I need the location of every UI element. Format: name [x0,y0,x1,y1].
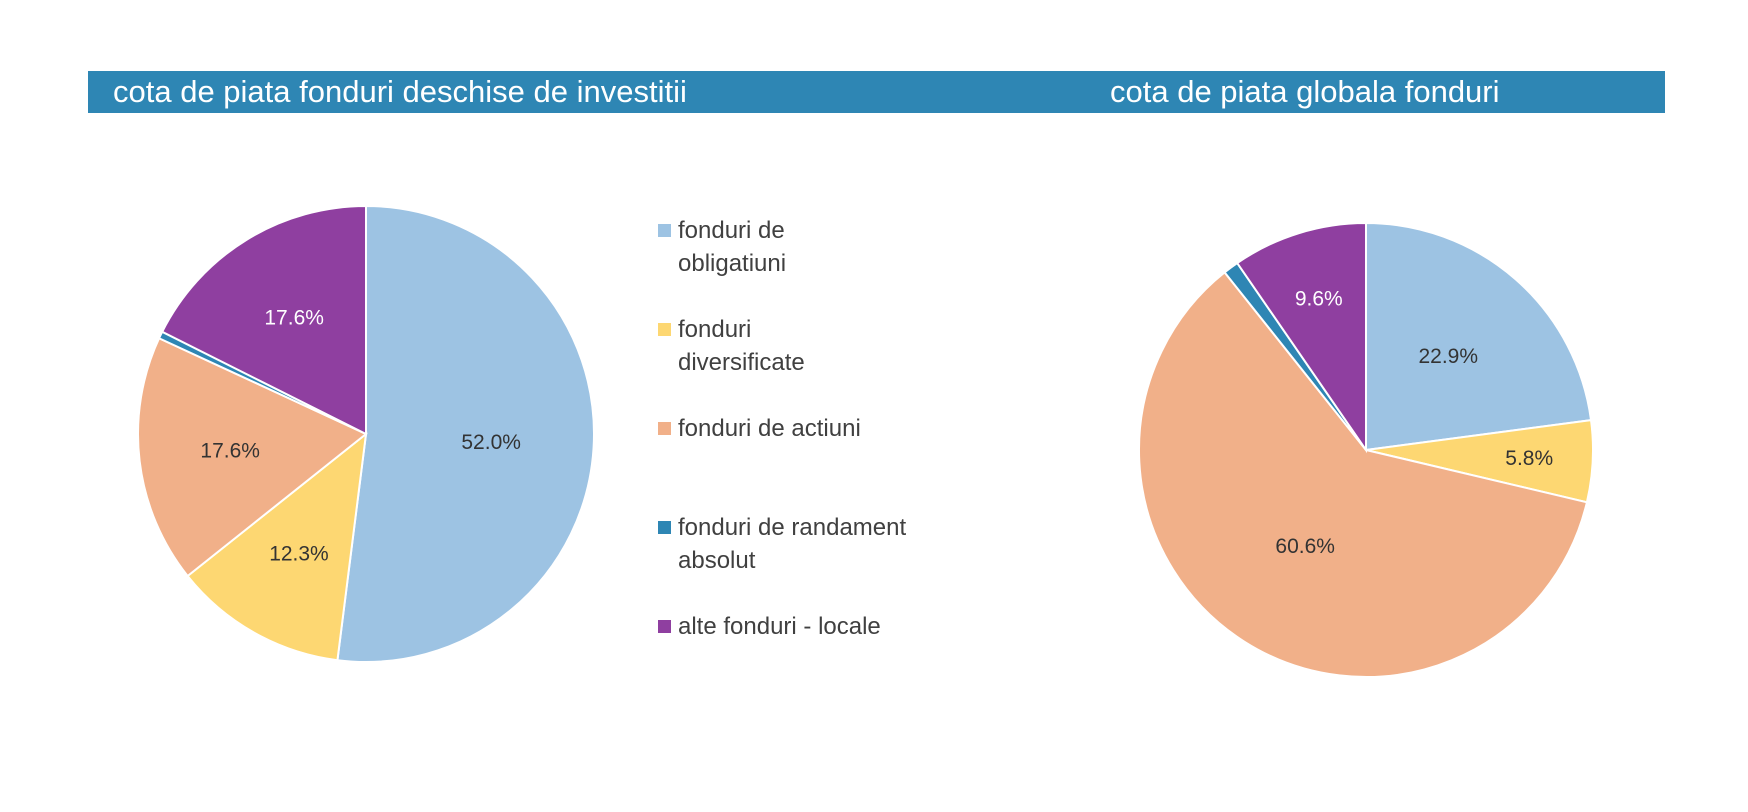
header-bar [88,71,1665,113]
pie-left: 52.0% 12.3% 17.6% 17.6% [137,204,595,663]
pie-slice [1235,221,1367,454]
legend-label: fonduri de actiuni [678,415,861,442]
legend-swatch [658,521,671,534]
slice-data-label: 12.3% [269,542,329,565]
legend-label: fonduri de randament absolut [678,514,907,574]
pie-slice [160,204,367,436]
chart-title-right: cota de piata globala fonduri [1110,74,1500,109]
legend-label: alte fonduri - locale [678,613,881,640]
slice-data-label: 22.9% [1418,345,1478,368]
legend-label: fonduri diversificate [678,316,805,376]
legend-swatch [658,224,671,237]
slice-data-label: 5.8% [1505,447,1553,470]
pie-right: 22.9% 5.8% 60.6% 9.6% [1138,221,1594,678]
legend-swatch [658,323,671,336]
slice-data-label: 17.6% [200,439,260,462]
slice-data-label: 17.6% [264,307,324,330]
slice-data-label: 60.6% [1275,535,1335,558]
pie-slice [1365,221,1593,452]
chart-title-left: cota de piata fonduri deschise de invest… [113,74,687,109]
pie-slice [186,431,368,662]
legend-label: fonduri de obligatiuni [678,217,787,277]
pie-slice [137,336,368,578]
slice-data-label: 52.0% [461,431,521,454]
slice-data-label: 9.6% [1295,287,1343,310]
legend-swatch [658,620,671,633]
pie-slice [336,204,595,663]
legend-swatch [658,422,671,435]
pie-slice [1138,270,1589,678]
